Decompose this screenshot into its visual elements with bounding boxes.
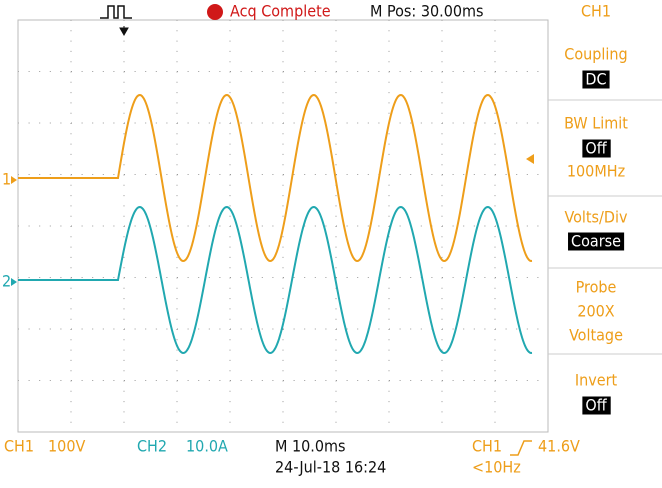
menu-label[interactable]: Coupling	[564, 45, 627, 64]
ch1-waveform	[18, 93, 533, 263]
menu-value[interactable]: Off	[585, 139, 607, 158]
menu-value[interactable]: DC	[585, 70, 606, 89]
date-time: 24-Jul-18 16:24	[275, 458, 386, 477]
trigger-source: CH1	[472, 437, 502, 456]
graticule-border	[17, 19, 549, 433]
ch2-scale: 10.0A	[186, 437, 228, 456]
menu-channel: CH1	[581, 2, 611, 21]
timebase: M 10.0ms	[275, 437, 346, 456]
acq-status: Acq Complete	[230, 2, 331, 21]
menu-label[interactable]: Probe	[576, 278, 617, 297]
menu-label[interactable]: Invert	[575, 371, 618, 390]
menu-highlight	[582, 139, 611, 158]
horizontal-position: M Pos: 30.00ms	[370, 2, 484, 21]
trigger-slope-icon	[510, 440, 532, 456]
ch2-waveform	[18, 205, 533, 355]
ch1-marker-arrow	[11, 176, 17, 184]
menu-value[interactable]: 100MHz	[567, 162, 625, 181]
ch2-marker-arrow	[11, 278, 17, 286]
status-dot	[207, 4, 223, 20]
menu-value[interactable]: Voltage	[569, 326, 623, 345]
trigger-frequency: <10Hz	[472, 458, 521, 477]
waveforms	[18, 93, 533, 355]
menu-value[interactable]: 200X	[577, 302, 614, 321]
trigger-icon	[100, 5, 132, 19]
menu-highlight	[568, 232, 625, 251]
trigger-level: 41.6V	[538, 437, 580, 456]
trigger-position-marker	[119, 26, 129, 37]
trigger-level-marker	[526, 154, 534, 164]
side-menu: Coupling DC BW Limit Off 100MHz Volts/Di…	[548, 45, 662, 415]
ch2-name: CH2	[137, 437, 167, 456]
menu-label[interactable]: Volts/Div	[565, 208, 628, 227]
ch2-marker: 2	[2, 272, 11, 291]
menu-value[interactable]: Off	[585, 396, 607, 415]
ch1-marker: 1	[2, 170, 11, 189]
ch1-name: CH1	[4, 437, 34, 456]
ch1-scale: 100V	[48, 437, 85, 456]
menu-value[interactable]: Coarse	[571, 232, 621, 251]
menu-highlight	[582, 396, 611, 415]
menu-highlight	[582, 70, 610, 89]
menu-label[interactable]: BW Limit	[564, 114, 628, 133]
